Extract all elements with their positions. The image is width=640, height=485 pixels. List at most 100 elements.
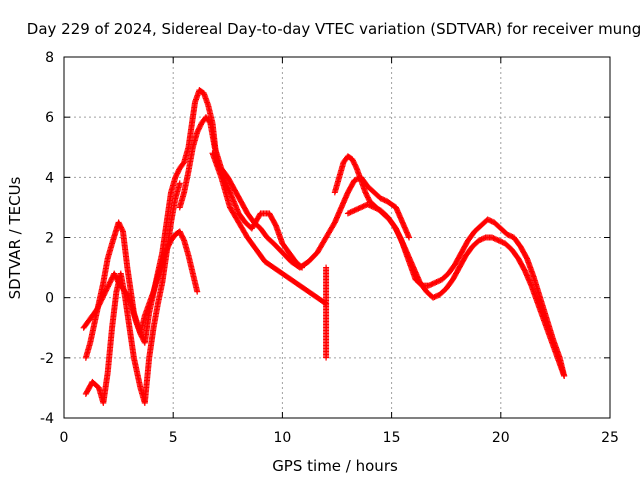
data-point [231, 186, 244, 204]
data-point [362, 189, 373, 204]
data-point [534, 300, 548, 324]
data-point [185, 145, 196, 175]
data-point [209, 150, 224, 179]
data-point [87, 311, 100, 346]
data-point [305, 250, 320, 265]
data-point [218, 174, 233, 210]
data-point [226, 204, 241, 225]
data-point [351, 205, 363, 214]
series-trace-b [176, 114, 413, 271]
y-tick-label: 2 [45, 231, 54, 247]
x-tick-label: 20 [492, 430, 510, 446]
y-tick-label: 0 [45, 291, 54, 307]
y-tick-label: -2 [40, 351, 54, 367]
data-point [93, 298, 104, 313]
data-point [98, 289, 108, 304]
x-tick-label: 25 [601, 430, 619, 446]
grid-layer [64, 57, 610, 418]
data-point [349, 156, 360, 171]
data-point [296, 282, 311, 294]
data-point [104, 326, 115, 376]
series-trace-c [331, 153, 568, 379]
y-tick-label: 4 [45, 170, 54, 186]
data-point [181, 145, 192, 166]
data-point [104, 241, 115, 262]
data-point [451, 250, 464, 268]
data-point [126, 324, 137, 360]
data-point [377, 195, 389, 204]
data-point [528, 282, 541, 306]
data-point [358, 177, 368, 195]
series-trace-e [82, 180, 183, 406]
data-point [253, 246, 268, 264]
y-axis-title: SDTVAR / TECUs [6, 176, 24, 299]
data-point [141, 302, 152, 319]
data-point [189, 130, 200, 151]
data-point [185, 252, 196, 276]
x-tick-label: 15 [383, 430, 401, 446]
data-point [484, 216, 496, 225]
data-point [235, 219, 250, 240]
x-tick-label: 5 [169, 430, 178, 446]
data-point [109, 290, 120, 331]
data-point [102, 280, 113, 295]
data-point [130, 354, 144, 390]
data-point [279, 240, 292, 255]
spike-annotation [323, 264, 330, 361]
y-tick-label: 8 [45, 50, 54, 66]
data-point [521, 267, 534, 288]
data-point [491, 219, 503, 231]
data-point [449, 265, 462, 283]
data-point [270, 240, 285, 255]
data-point [194, 121, 204, 136]
data-point [264, 234, 276, 246]
data-point [224, 174, 237, 192]
data-point [469, 238, 481, 250]
data-point [119, 228, 131, 270]
data-point [115, 219, 126, 234]
data-point [244, 234, 259, 252]
data-point [141, 311, 152, 346]
data-point [185, 115, 196, 151]
data-point [235, 210, 248, 225]
data-point [517, 243, 530, 261]
data-point [323, 220, 338, 241]
data-point [189, 270, 200, 294]
y-tick-label: 6 [45, 110, 54, 126]
series-trace-f [209, 150, 330, 307]
data-point [168, 175, 178, 196]
data-point [150, 274, 161, 295]
data-point [194, 288, 201, 295]
data-point [561, 372, 568, 379]
data-point [266, 210, 279, 228]
data-point [237, 198, 250, 216]
data-point [176, 228, 187, 243]
data-point [410, 264, 423, 285]
data-point [80, 319, 91, 331]
data-point [390, 222, 403, 240]
y-tick-label: -4 [40, 411, 54, 427]
tick-layer: 0 5 10 15 20 25 -4 -2 0 2 4 6 8 [40, 50, 619, 446]
data-point [159, 250, 170, 286]
data-point [181, 237, 192, 258]
data-point [384, 213, 396, 228]
data-point [436, 286, 449, 298]
data-point [344, 208, 357, 217]
data-point [462, 244, 475, 259]
data-point [406, 234, 413, 241]
data-point [176, 180, 183, 187]
chart-title: Day 229 of 2024, Sidereal Day-to-day VTE… [27, 20, 640, 38]
data-point [172, 181, 183, 202]
data-point [200, 90, 211, 107]
x-tick-label: 10 [273, 430, 291, 446]
data-point [192, 88, 202, 106]
data-point [202, 114, 213, 125]
data-point [100, 371, 111, 406]
series-trace-g [344, 201, 568, 379]
data-point [371, 204, 383, 213]
data-point [554, 354, 567, 378]
data-point [510, 234, 523, 249]
data-point [272, 222, 285, 246]
